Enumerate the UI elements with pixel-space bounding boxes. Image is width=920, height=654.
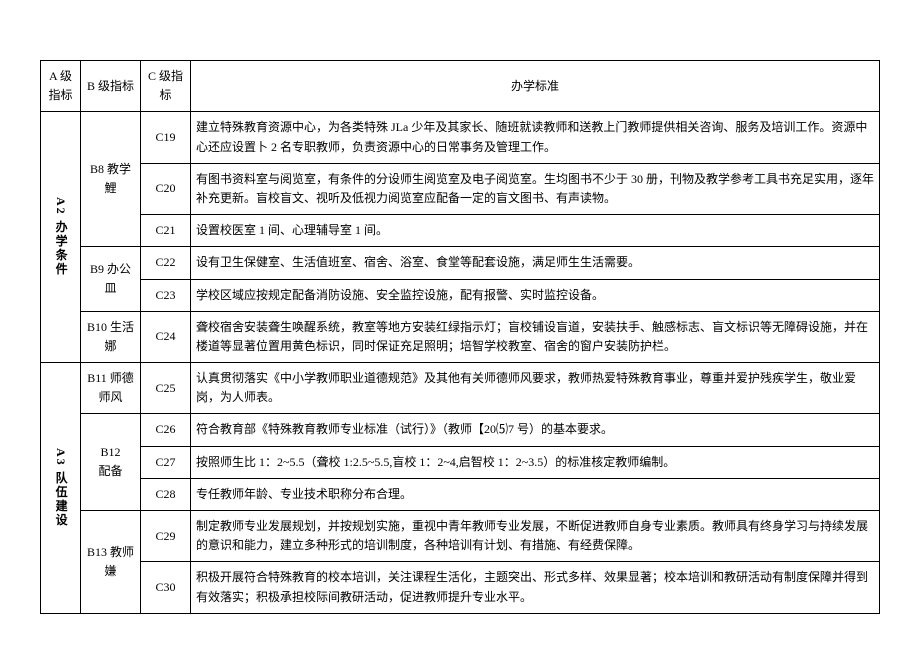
standard-text-cell: 设有卫生保健室、生活值班室、宿舍、浴室、食堂等配套设施，满足师生生活需要。 [191,247,880,279]
table-body: A2 办学条件B8 教学鯉C19建立特殊教育资源中心，为各类特殊 JLa 少年及… [41,112,880,613]
c-level-cell: C20 [141,163,191,214]
standard-text-cell: 专任教师年龄、专业技术职称分布合理。 [191,478,880,510]
standard-text-cell: 积极开展符合特殊教育的校本培训，关注课程生活化，主题突出、形式多样、效果显著；校… [191,562,880,613]
c-level-cell: C19 [141,112,191,163]
table-row: B12 配备C26符合教育部《特殊教育教师专业标准（试行）》（教师【20⑸7 号… [41,414,880,446]
b-level-cell: B12 配备 [81,414,141,511]
table-row: C21设置校医室 1 间、心理辅导室 1 间。 [41,215,880,247]
c-level-cell: C30 [141,562,191,613]
standard-text-cell: 认真贯彻落实《中小学教师职业道德规范》及其他有关师德师风要求，教师热爱特殊教育事… [191,363,880,414]
c-level-cell: C22 [141,247,191,279]
table-row: C30积极开展符合特殊教育的校本培训，关注课程生活化，主题突出、形式多样、效果显… [41,562,880,613]
a-level-cell: A2 办学条件 [41,112,81,363]
table-row: C28专任教师年龄、专业技术职称分布合理。 [41,478,880,510]
header-row: A 级指标 B 级指标 C 级指标 办学标准 [41,61,880,112]
c-level-cell: C21 [141,215,191,247]
table-row: C27按照师生比 1：2~5.5（聋校 1:2.5~5.5,盲校 1：2~4,启… [41,446,880,478]
standard-text-cell: 设置校医室 1 间、心理辅导室 1 间。 [191,215,880,247]
c-level-cell: C28 [141,478,191,510]
table-row: C20有图书资料室与阅览室，有条件的分设师生阅览室及电子阅览室。生均图书不少于 … [41,163,880,214]
b-level-cell: B13 教师嫌 [81,511,141,614]
standards-table: A 级指标 B 级指标 C 级指标 办学标准 A2 办学条件B8 教学鯉C19建… [40,60,880,614]
col-b-header: B 级指标 [81,61,141,112]
standard-text-cell: 符合教育部《特殊教育教师专业标准（试行）》（教师【20⑸7 号）的基本要求。 [191,414,880,446]
standard-text-cell: 建立特殊教育资源中心，为各类特殊 JLa 少年及其家长、随班就读教师和送教上门教… [191,112,880,163]
table-row: B13 教师嫌C29制定教师专业发展规划，并按规划实施，重视中青年教师专业发展，… [41,511,880,562]
standard-text-cell: 聋校宿舍安装聋生唤醒系统，教室等地方安装红绿指示灯；盲校铺设盲道，安装扶手、触感… [191,311,880,362]
col-d-header: 办学标准 [191,61,880,112]
b-level-cell: B9 办公皿 [81,247,141,311]
col-c-header: C 级指标 [141,61,191,112]
b-level-cell: B10 生活娜 [81,311,141,362]
table-row: A2 办学条件B8 教学鯉C19建立特殊教育资源中心，为各类特殊 JLa 少年及… [41,112,880,163]
c-level-cell: C24 [141,311,191,362]
c-level-cell: C27 [141,446,191,478]
c-level-cell: C25 [141,363,191,414]
c-level-cell: C29 [141,511,191,562]
standard-text-cell: 有图书资料室与阅览室，有条件的分设师生阅览室及电子阅览室。生均图书不少于 30 … [191,163,880,214]
c-level-cell: C23 [141,279,191,311]
standard-text-cell: 学校区域应按规定配备消防设施、安全监控设施，配有报警、实时监控设备。 [191,279,880,311]
c-level-cell: C26 [141,414,191,446]
standard-text-cell: 按照师生比 1：2~5.5（聋校 1:2.5~5.5,盲校 1：2~4,启智校 … [191,446,880,478]
standard-text-cell: 制定教师专业发展规划，并按规划实施，重视中青年教师专业发展，不断促进教师自身专业… [191,511,880,562]
table-row: C23学校区域应按规定配备消防设施、安全监控设施，配有报警、实时监控设备。 [41,279,880,311]
b-level-cell: B11 师德师风 [81,363,141,414]
b-level-cell: B8 教学鯉 [81,112,141,247]
a-level-cell: A3 队伍建设 [41,363,81,614]
table-row: B9 办公皿C22设有卫生保健室、生活值班室、宿舍、浴室、食堂等配套设施，满足师… [41,247,880,279]
table-row: A3 队伍建设B11 师德师风C25认真贯彻落实《中小学教师职业道德规范》及其他… [41,363,880,414]
table-row: B10 生活娜C24聋校宿舍安装聋生唤醒系统，教室等地方安装红绿指示灯；盲校铺设… [41,311,880,362]
col-a-header: A 级指标 [41,61,81,112]
